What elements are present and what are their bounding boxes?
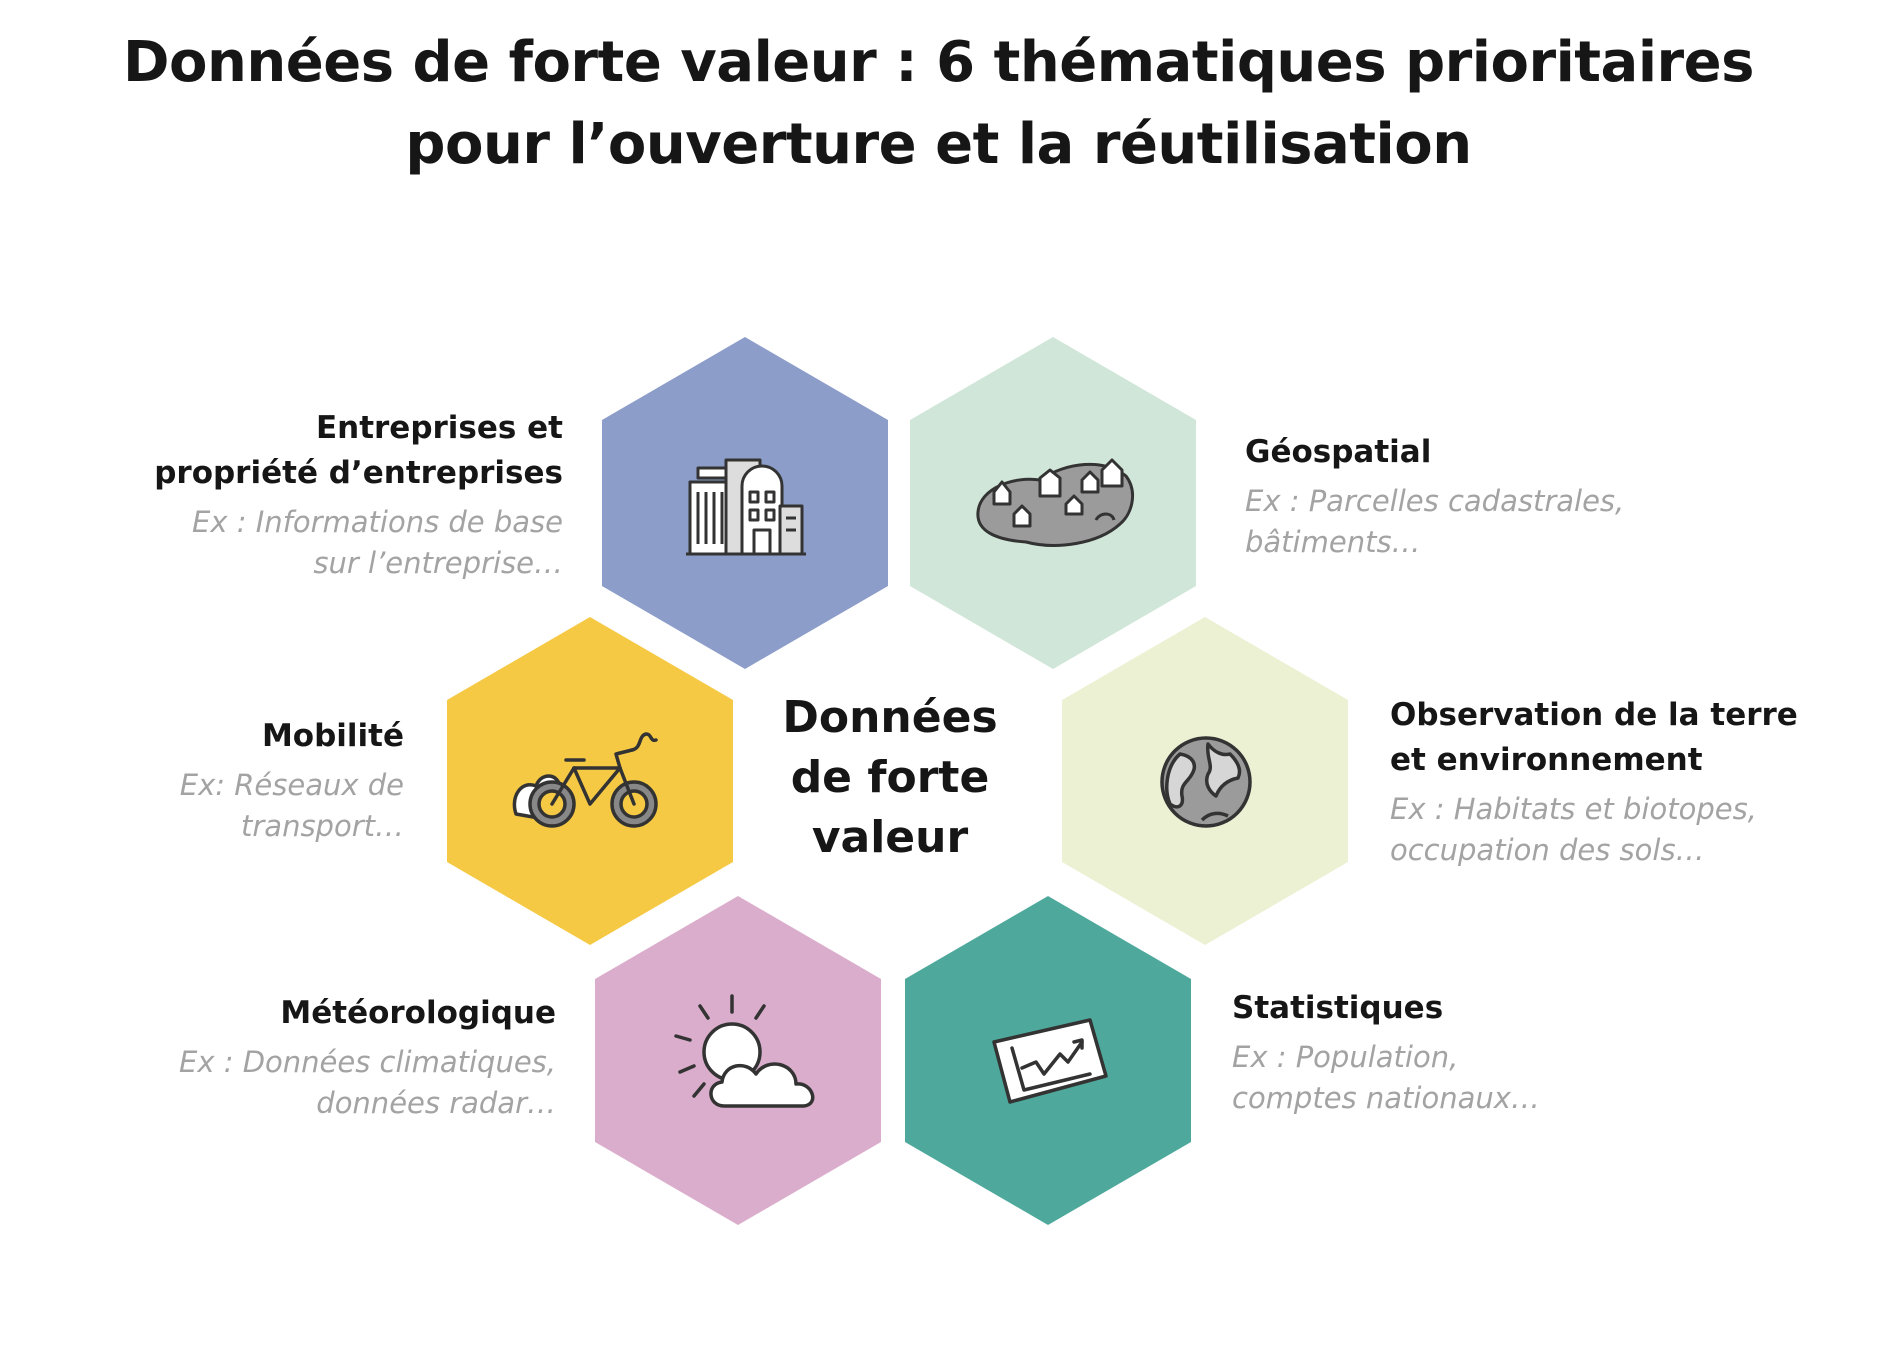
theme-meteorologique: Météorologique Ex : Données climatiques,… [179,991,556,1124]
theme-observation-terre: Observation de la terre et environnement… [1390,693,1798,871]
center-label-line-3: valeur [811,812,969,863]
center-label-line-1: Données [782,692,998,743]
theme-mobilite: Mobilité Ex: Réseaux de transport… [180,714,404,847]
theme-example: Ex : Informations de base sur l’entrepri… [192,505,563,580]
bicycle-icon [512,732,658,828]
center-label: Données de forte valeur [760,688,1020,868]
buildings-icon [686,458,806,556]
theme-title: Observation de la terre et environnement [1390,697,1798,778]
line-chart-icon [992,1018,1108,1104]
map-houses-icon [976,458,1135,547]
theme-example: Ex : Données climatiques, données radar… [179,1045,556,1120]
hexagon-mobilite [447,617,733,945]
globe-icon [1160,736,1252,828]
page-title-line-2: pour l’ouverture et la réutilisation [405,112,1472,177]
page-title: Données de forte valeur : 6 thématiques … [0,22,1877,186]
sun-cloud-icon [674,994,815,1108]
theme-title: Mobilité [261,718,404,754]
theme-title: Météorologique [280,995,556,1031]
page-title-line-1: Données de forte valeur : 6 thématiques … [123,30,1754,95]
theme-title: Statistiques [1232,990,1444,1026]
theme-example: Ex: Réseaux de transport… [179,768,404,843]
theme-example: Ex : Habitats et biotopes, occupation de… [1390,792,1757,867]
theme-geospatial: Géospatial Ex : Parcelles cadastrales, b… [1245,430,1624,563]
theme-title: Géospatial [1245,434,1432,470]
theme-example: Ex : Parcelles cadastrales, bâtiments… [1245,484,1625,559]
theme-statistiques: Statistiques Ex : Population, comptes na… [1232,986,1540,1119]
theme-entreprises: Entreprises et propriété d’entreprises E… [154,406,563,584]
theme-title: Entreprises et propriété d’entreprises [154,410,563,491]
theme-example: Ex : Population, comptes nationaux… [1232,1040,1540,1115]
center-label-line-2: de forte [790,752,990,803]
